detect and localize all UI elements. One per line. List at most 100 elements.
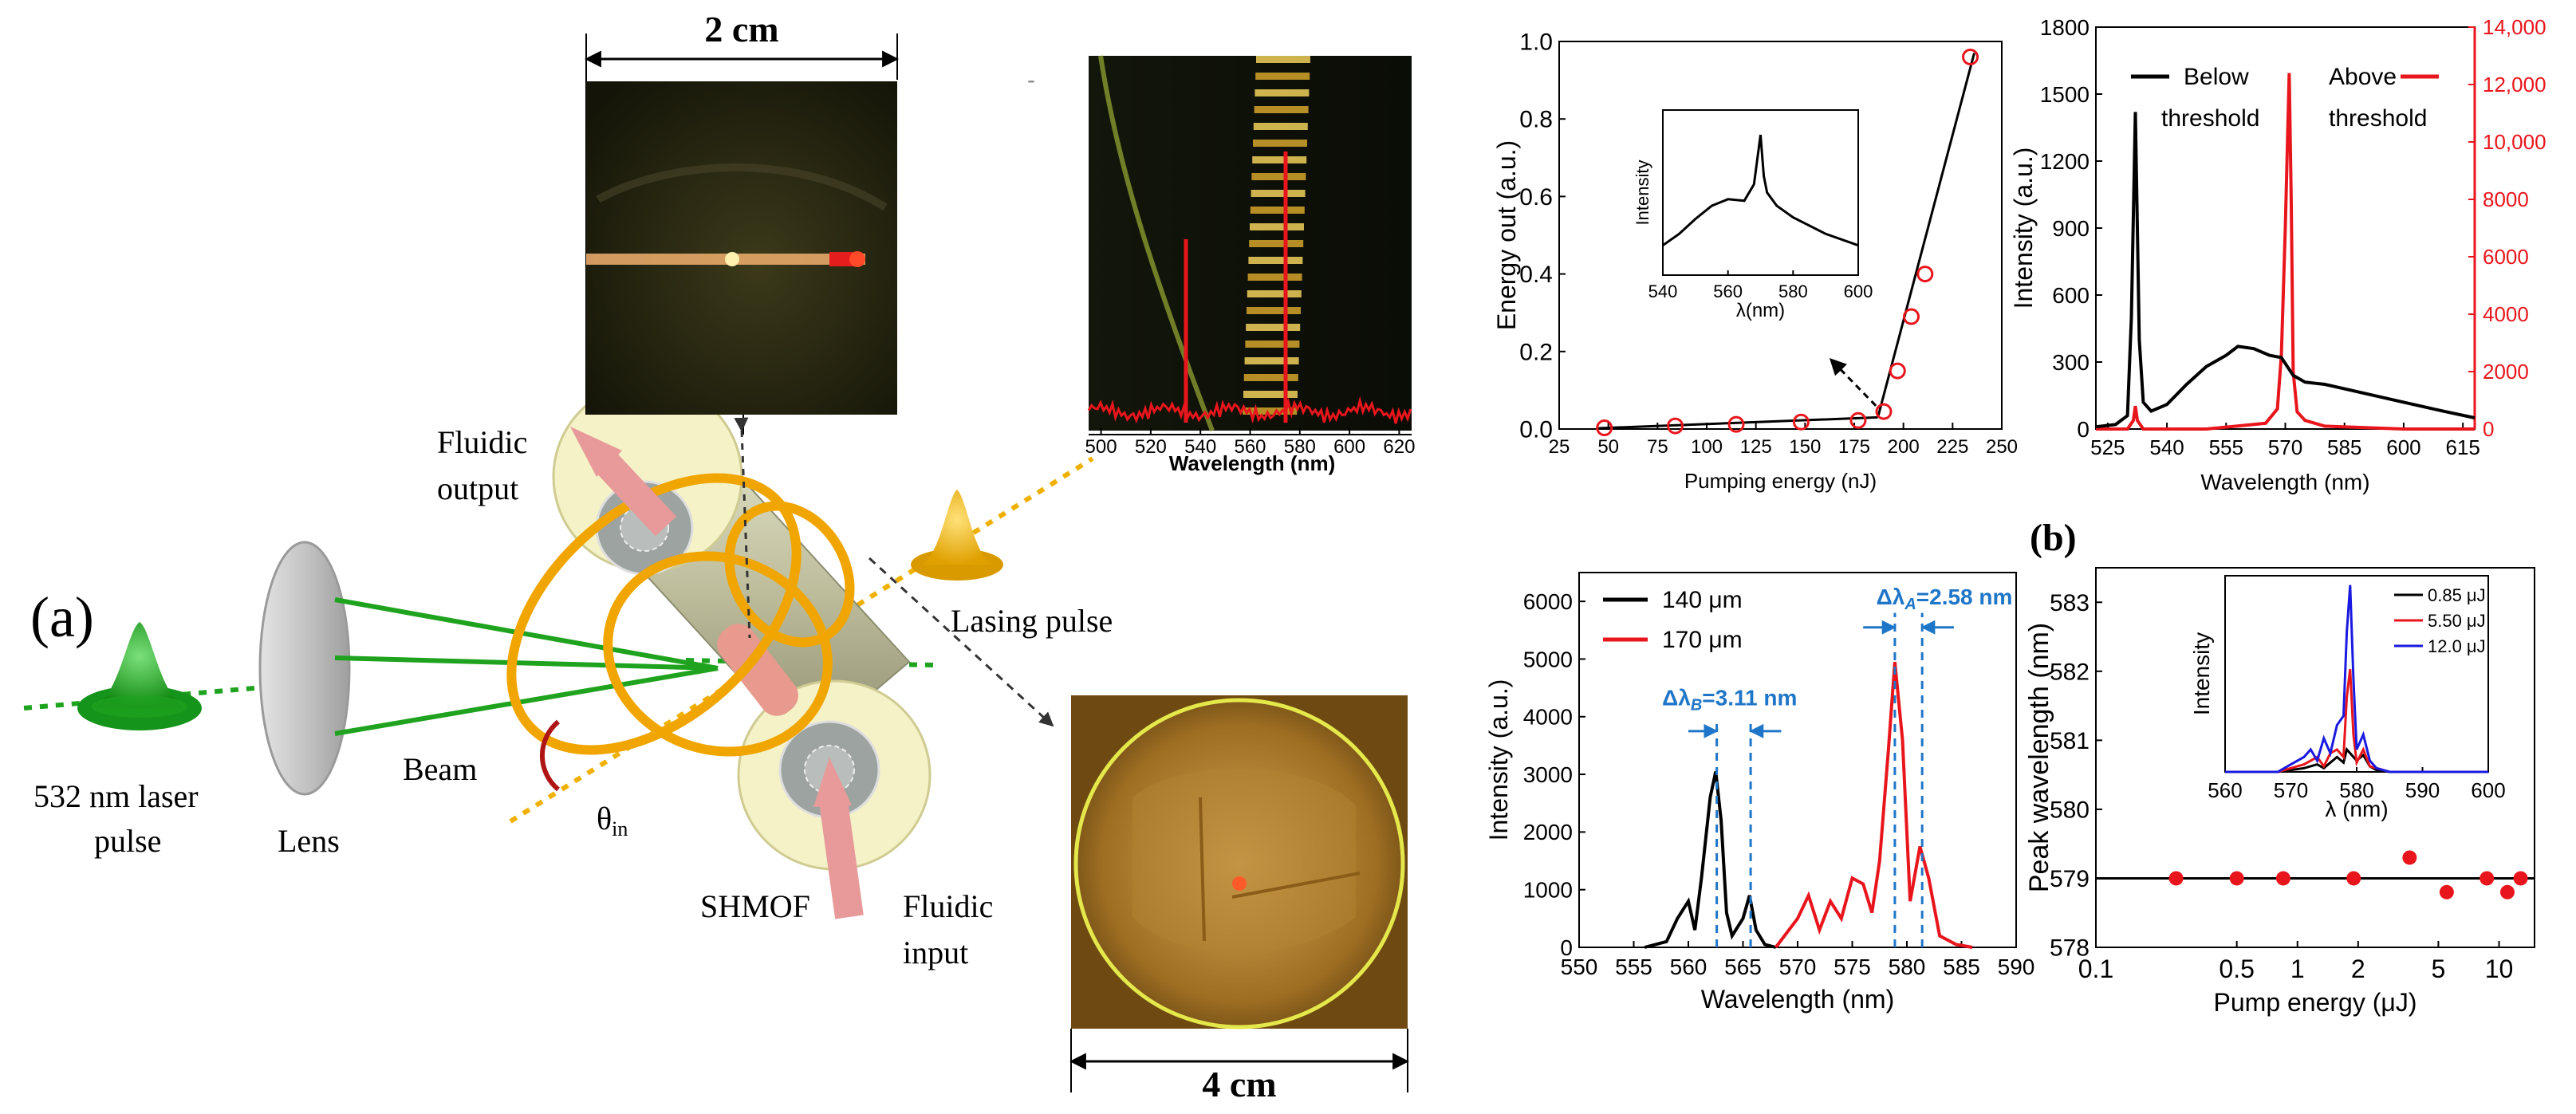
peak-ylabel: Peak wavelength (nm) xyxy=(2024,623,2054,892)
spectral-band xyxy=(1247,307,1301,314)
lens-icon xyxy=(258,541,351,796)
spectrometer-tick-label: 620 xyxy=(1383,436,1415,458)
spectral-bands xyxy=(1243,56,1310,415)
threshold-fit-above xyxy=(1877,53,1975,418)
threshold-y-tick-label: 0.2 xyxy=(1519,339,1553,365)
threshold-point xyxy=(1962,48,1979,65)
peak-inset-x-tick-label: 560 xyxy=(2208,778,2242,802)
below-above-yl-tick-label: 1800 xyxy=(2040,15,2090,40)
peak-x-tick-label: 0.1 xyxy=(2078,955,2113,983)
fluidic-output-label-2: output xyxy=(437,470,518,506)
peak-x-tick-label: 5 xyxy=(2432,955,2446,983)
lasing-pulse-label: Lasing pulse xyxy=(951,603,1113,639)
modes-series-line xyxy=(1774,661,1973,949)
modes-y-tick-label: 4000 xyxy=(1523,705,1573,730)
panel-b-label: (b) xyxy=(2030,517,2077,559)
below-above-yl-tick-label: 600 xyxy=(2052,283,2090,308)
threshold-plot-frame xyxy=(1558,41,2003,430)
spectrometer-tick-label: 540 xyxy=(1184,436,1216,458)
threshold-point xyxy=(1667,417,1684,435)
peak-point xyxy=(2275,871,2290,886)
threshold-inset-x-tick-label: 580 xyxy=(1778,281,1808,301)
peak-inset-x-tick-label: 600 xyxy=(2471,778,2505,802)
modes-x-tick-label: 555 xyxy=(1615,955,1652,979)
threshold-y-tick-label: 1.0 xyxy=(1519,30,1553,56)
spectral-band xyxy=(1248,257,1303,264)
peak-inset-x-tick-label: 590 xyxy=(2405,778,2440,802)
spectral-band xyxy=(1243,391,1298,398)
threshold-x-tick-label: 250 xyxy=(1986,436,2018,458)
spectral-band xyxy=(1247,290,1302,297)
below-above-xlabel: Wavelength (nm) xyxy=(2200,470,2369,494)
threshold-x-tick-label: 225 xyxy=(1936,436,1968,458)
spectral-band xyxy=(1255,89,1310,96)
spectral-band xyxy=(1252,156,1307,163)
peak-inset-ylabel: Intensity xyxy=(2189,632,2214,715)
bottom-dimension-label: 4 cm xyxy=(1202,1064,1276,1104)
peak-point xyxy=(2346,871,2361,886)
spectrometer-xlabel: Wavelength (nm) xyxy=(1169,451,1335,475)
peak-inset-xlabel: λ (nm) xyxy=(2325,797,2388,821)
peak-x-tick-label: 2 xyxy=(2351,955,2365,983)
below-threshold-line xyxy=(2095,112,2476,429)
spectral-band xyxy=(1250,223,1304,230)
spectral-band xyxy=(1247,274,1302,281)
modes-plot-frame xyxy=(1578,572,2017,948)
laser-pulse-label-2: pulse xyxy=(94,823,161,859)
legend-below-label-1: Below xyxy=(2184,64,2249,90)
modes-xlabel: Wavelength (nm) xyxy=(1701,985,1894,1014)
spectrometer-image: 500 520 540 560 580 600 620 Wavelength (nm) xyxy=(1085,55,1415,475)
spectral-band xyxy=(1255,73,1310,80)
spectrometer-tick-mark: - xyxy=(1027,67,1035,93)
peak-xlabel: Pump energy (μJ) xyxy=(2214,988,2417,1017)
incidence-angle-arc xyxy=(539,719,560,792)
modes-ylabel: Intensity (a.u.) xyxy=(1484,679,1513,841)
modes-x-tick-label: 570 xyxy=(1779,955,1817,979)
below-above-x-tick-label: 570 xyxy=(2268,435,2302,459)
bottom-photo-pointer xyxy=(868,557,1054,727)
peak-point xyxy=(2439,884,2454,899)
lens-label: Lens xyxy=(278,823,340,859)
threshold-point xyxy=(1916,266,1934,283)
modes-y-tick-label: 6000 xyxy=(1523,589,1573,614)
spectral-band xyxy=(1244,357,1299,364)
fluidic-input-label-2: input xyxy=(903,935,968,970)
below-above-yr-tick-label: 6000 xyxy=(2483,245,2529,269)
modes-series-line xyxy=(1644,771,1777,949)
modes-legend-label: 170 μm xyxy=(1662,627,1743,653)
spectral-band xyxy=(1245,340,1300,348)
fluidic-output-arrow xyxy=(570,427,677,537)
threshold-point xyxy=(1596,419,1613,437)
below-above-yl-tick-label: 300 xyxy=(2052,350,2090,375)
spectral-band xyxy=(1251,190,1306,197)
peak-y-tick-label: 580 xyxy=(2050,797,2090,823)
legend-below-label-2: threshold xyxy=(2161,105,2259,132)
spectral-band xyxy=(1249,240,1304,247)
focused-beams xyxy=(334,597,719,736)
threshold-point xyxy=(1903,308,1920,325)
below-above-yl-tick-label: 1500 xyxy=(2040,82,2090,107)
spectral-band xyxy=(1250,207,1305,214)
panel-a-label: (a) xyxy=(30,585,94,649)
threshold-inset-xlabel: λ(nm) xyxy=(1736,300,1785,321)
modes-y-tick-label: 0 xyxy=(1560,935,1573,960)
peak-x-tick-label: 10 xyxy=(2485,955,2514,983)
beam-label: Beam xyxy=(403,751,477,787)
peak-point xyxy=(2513,871,2528,886)
fluidic-output-label-1: Fluidic xyxy=(437,424,527,460)
peak-point xyxy=(2499,884,2515,899)
threshold-inset-x-tick-label: 540 xyxy=(1648,281,1678,301)
peak-y-tick-label: 583 xyxy=(2050,590,2090,616)
threshold-x-tick-label: 150 xyxy=(1789,436,1821,458)
bottom-photo: 4 cm xyxy=(1069,695,1410,1104)
mode-spectra-chart: 550 555 560 565 570 575 580 585 590 0 1000 2000 3000… xyxy=(1484,572,2034,1014)
spectrometer-tick-label: 520 xyxy=(1135,436,1167,458)
top-dimension-label: 2 cm xyxy=(704,9,778,49)
threshold-fit-below xyxy=(1598,415,1878,430)
modes-y-tick-label: 3000 xyxy=(1523,762,1573,787)
modes-x-tick-label: 560 xyxy=(1670,955,1707,979)
mode-a-annotation: ΔλA=2.58 nm xyxy=(1877,585,2013,613)
threshold-inset-pointer xyxy=(1829,358,1877,407)
modes-x-tick-label: 550 xyxy=(1561,955,1598,979)
